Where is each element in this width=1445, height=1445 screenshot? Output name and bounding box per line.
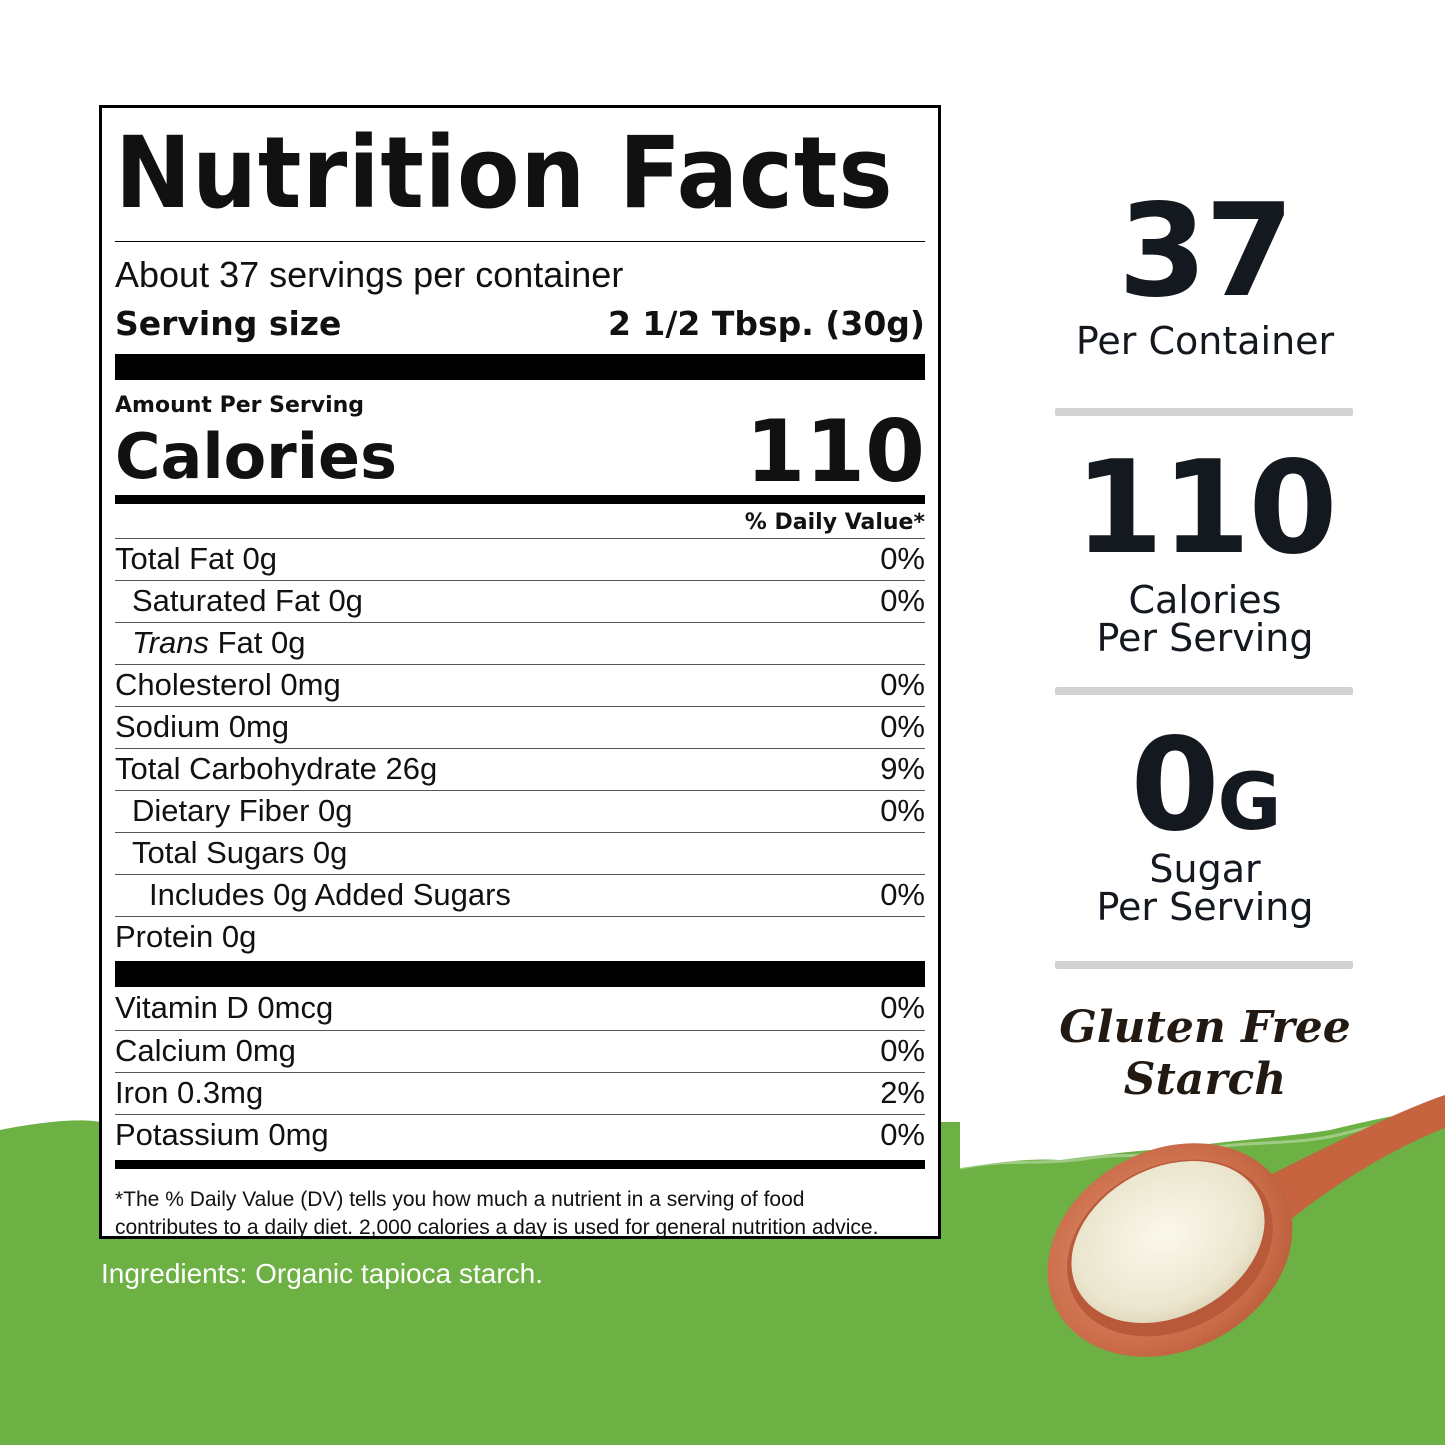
calories-value: 110 bbox=[745, 402, 925, 502]
wooden-spoon-image bbox=[1047, 1095, 1445, 1357]
vitamin-row: Iron 0.3mg 2% bbox=[115, 1072, 925, 1114]
ingredients-text: Ingredients: Organic tapioca starch. bbox=[101, 1258, 544, 1289]
divider-thick bbox=[115, 354, 925, 380]
gluten-free-badge: Gluten Free Starch bbox=[1035, 1002, 1375, 1106]
divider-medium bbox=[115, 495, 925, 504]
stat-label: Per Serving bbox=[1096, 885, 1314, 929]
vitamin-dv: 0% bbox=[880, 1117, 925, 1152]
nutrient-name: Saturated Fat 0g bbox=[132, 583, 363, 618]
stat-value: 37 bbox=[1117, 177, 1294, 326]
stat-label: Sugar bbox=[1149, 847, 1261, 891]
nutrient-dv: 0% bbox=[880, 877, 925, 912]
nutrient-name: Dietary Fiber 0g bbox=[132, 793, 353, 828]
amount-per-serving: Amount Per Serving bbox=[115, 393, 365, 418]
nutrient-row: Cholesterol 0mg 0% bbox=[115, 664, 925, 706]
nutrient-name: Total Fat 0g bbox=[115, 541, 277, 576]
nutrient-row: Dietary Fiber 0g 0% bbox=[115, 790, 925, 832]
stat-calories: 110 Calories Per Serving bbox=[1040, 434, 1370, 660]
nutrient-dv: 0% bbox=[880, 793, 925, 828]
divider-thick bbox=[115, 961, 925, 987]
nutrition-facts-label: Nutrition Facts About 37 servings per co… bbox=[99, 105, 941, 1239]
footnote-line: *The % Daily Value (DV) tells you how mu… bbox=[115, 1188, 805, 1211]
badge-line: Starch bbox=[1123, 1054, 1287, 1105]
vitamin-name: Vitamin D 0mcg bbox=[115, 990, 334, 1025]
daily-value-footnote: *The % Daily Value (DV) tells you how mu… bbox=[115, 1186, 878, 1242]
daily-value-header: % Daily Value* bbox=[744, 510, 925, 535]
nutrient-row: Saturated Fat 0g 0% bbox=[115, 580, 925, 622]
nutrient-dv: 0% bbox=[880, 541, 925, 576]
vitamin-name: Iron 0.3mg bbox=[115, 1075, 264, 1110]
nutrient-name: Total Sugars 0g bbox=[132, 835, 348, 870]
vitamin-row: Calcium 0mg 0% bbox=[115, 1030, 925, 1072]
vitamin-dv: 0% bbox=[880, 1033, 925, 1068]
label-title: Nutrition Facts bbox=[115, 116, 894, 231]
stat-servings: 37 Per Container bbox=[1040, 177, 1370, 363]
nutrient-row: Total Sugars 0g bbox=[115, 832, 925, 874]
stat-label: Calories bbox=[1128, 578, 1282, 622]
nutrient-name: Sodium 0mg bbox=[115, 709, 290, 744]
stat-label: Per Serving bbox=[1096, 616, 1314, 660]
nutrient-name: Trans Fat 0g bbox=[132, 625, 306, 660]
vitamin-name: Calcium 0mg bbox=[115, 1033, 296, 1068]
nutrient-name: Cholesterol 0mg bbox=[115, 667, 341, 702]
nutrient-dv: 9% bbox=[880, 751, 925, 786]
calories-label: Calories bbox=[115, 420, 397, 493]
vitamin-dv: 0% bbox=[880, 990, 925, 1025]
nutrient-row: Includes 0g Added Sugars 0% bbox=[115, 874, 925, 916]
nutrient-row: Total Fat 0g 0% bbox=[115, 538, 925, 580]
nutrient-name: Total Carbohydrate 26g bbox=[115, 751, 438, 786]
footnote-line: contributes to a daily diet. 2,000 calor… bbox=[115, 1216, 879, 1239]
nutrient-name: Includes 0g Added Sugars bbox=[149, 877, 511, 912]
nutrient-row: Trans Fat 0g bbox=[115, 622, 925, 664]
vitamin-row: Potassium 0mg 0% bbox=[115, 1114, 925, 1156]
divider-thin bbox=[115, 241, 925, 242]
stat-label: Per Container bbox=[1075, 319, 1335, 363]
nutrient-row: Sodium 0mg 0% bbox=[115, 706, 925, 748]
serving-size-label: Serving size bbox=[115, 304, 342, 343]
serving-size-value: 2 1/2 Tbsp. (30g) bbox=[607, 304, 925, 343]
nutrient-dv: 0% bbox=[880, 709, 925, 744]
stat-divider bbox=[1055, 408, 1353, 416]
nutrient-name: Protein 0g bbox=[115, 919, 257, 954]
nutrient-row: Protein 0g bbox=[115, 916, 925, 958]
divider-medium bbox=[115, 1160, 925, 1169]
badge-line: Gluten Free bbox=[1059, 1002, 1351, 1053]
nutrient-row: Total Carbohydrate 26g 9% bbox=[115, 748, 925, 790]
vitamin-row: Vitamin D 0mcg 0% bbox=[115, 988, 925, 1030]
nutrient-dv: 0% bbox=[880, 667, 925, 702]
stat-divider bbox=[1055, 687, 1353, 695]
vitamin-name: Potassium 0mg bbox=[115, 1117, 329, 1152]
stat-sugar: 0G Sugar Per Serving bbox=[1040, 711, 1370, 929]
stat-value: 110 bbox=[1074, 434, 1337, 583]
stat-divider bbox=[1055, 961, 1353, 969]
stat-value: 0G bbox=[1130, 711, 1281, 860]
nutrient-dv: 0% bbox=[880, 583, 925, 618]
vitamin-dv: 2% bbox=[880, 1075, 925, 1110]
servings-per-container: About 37 servings per container bbox=[115, 254, 624, 295]
